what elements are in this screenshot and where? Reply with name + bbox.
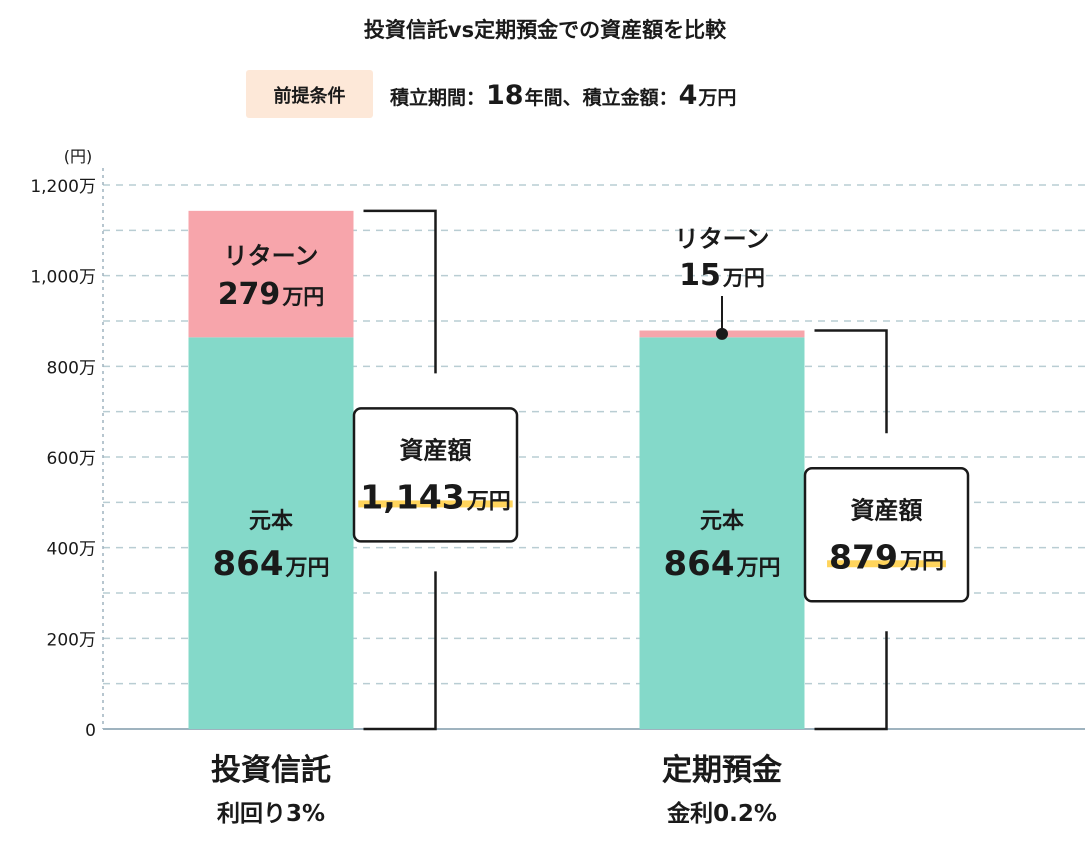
- condition-period-value: 18: [486, 80, 524, 111]
- total-highlight-0: [358, 500, 513, 508]
- y-tick-label: 800万: [47, 358, 96, 378]
- return-amount-1-value: 15: [679, 258, 721, 293]
- return-title-1: リターン: [675, 225, 770, 253]
- y-tick-label: 1,200万: [30, 177, 96, 197]
- condition-period-label: 積立期間：: [390, 86, 485, 109]
- total-title-0: 資産額: [400, 436, 472, 464]
- return-amount-1: 15 万円: [679, 258, 765, 293]
- total-bracket-1: [814, 329, 888, 731]
- bar-return-0: [188, 210, 354, 338]
- return-amount-1-unit: 万円: [722, 266, 765, 290]
- return-amount-0-unit: 万円: [281, 285, 324, 309]
- category-sublabel-0: 利回り3%: [217, 801, 325, 827]
- total-title-1: 資産額: [851, 496, 923, 524]
- category-label-0: 投資信託: [211, 753, 331, 788]
- total-amount-1: 879 万円: [829, 537, 944, 576]
- principal-amount-0-value: 864: [213, 544, 284, 584]
- bracket-bottom: [814, 631, 888, 731]
- y-tick-label: 0: [85, 721, 96, 741]
- bracket-top: [814, 329, 888, 434]
- y-tick-label: 200万: [47, 630, 96, 650]
- category-sublabel-1: 金利0.2%: [666, 800, 777, 827]
- return-callout-dot: [716, 327, 728, 340]
- condition-amount-label: 積立金額：: [583, 86, 678, 109]
- condition-text: 積立期間： 18 年間、 積立金額： 4 万円: [390, 80, 736, 111]
- total-amount-0-value: 1,143: [360, 477, 464, 516]
- principal-amount-0: 864 万円: [213, 544, 330, 584]
- principal-amount-1: 864 万円: [664, 544, 781, 584]
- total-bracket-0: [363, 209, 437, 731]
- principal-title-1: 元本: [700, 509, 744, 534]
- principal-amount-0-unit: 万円: [284, 556, 329, 581]
- total-amount-0-unit: 万円: [466, 489, 511, 514]
- condition-amount-unit: 万円: [697, 87, 736, 109]
- principal-amount-1-unit: 万円: [735, 556, 780, 581]
- total-box-1: [803, 467, 970, 603]
- return-amount-0-value: 279: [218, 277, 281, 312]
- bracket-bottom: [363, 571, 437, 731]
- principal-amount-1-value: 864: [664, 544, 735, 584]
- condition-amount-value: 4: [679, 80, 698, 111]
- bar-principal-0: [188, 337, 354, 729]
- total-amount-1-value: 879: [829, 537, 898, 576]
- condition-badge-label: 前提条件: [274, 85, 346, 107]
- principal-title-0: 元本: [249, 509, 293, 534]
- total-amount-1-unit: 万円: [899, 549, 944, 574]
- bracket-top: [363, 209, 437, 374]
- y-tick-label: 400万: [47, 540, 96, 560]
- return-amount-0: 279 万円: [218, 277, 325, 312]
- y-axis-unit: (円): [64, 147, 93, 166]
- y-tick-label: 1,000万: [30, 268, 96, 288]
- y-tick-label: 600万: [47, 449, 96, 469]
- total-box-0: [352, 407, 519, 543]
- category-label-1: 定期預金: [662, 753, 783, 788]
- condition-badge: [246, 70, 373, 118]
- chart-title: 投資信託vs定期預金での資産額を比較: [364, 18, 727, 42]
- return-title-0: リターン: [224, 242, 319, 270]
- bar-principal-1: [639, 337, 805, 729]
- total-highlight-1: [827, 560, 946, 568]
- condition-period-unit: 年間、: [525, 86, 582, 109]
- total-amount-0: 1,143 万円: [360, 477, 510, 516]
